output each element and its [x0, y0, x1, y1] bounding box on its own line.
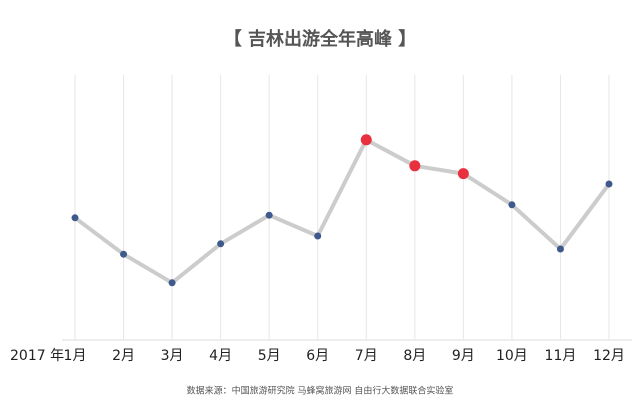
x-tick-label: 1月 [64, 348, 87, 364]
line [73, 137, 611, 285]
x-tick-label: 9月 [452, 348, 475, 364]
x-tick-label: 10月 [496, 348, 528, 364]
chart-title: 【 吉林出游全年高峰 】 [224, 28, 417, 50]
x-tick-label: 5月 [258, 348, 281, 364]
x-tick-label: 8月 [403, 348, 426, 364]
data-point [168, 279, 176, 287]
data-point [457, 168, 469, 180]
data-point [508, 201, 516, 209]
data-point [71, 214, 79, 222]
source-note: 数据来源：中国旅游研究院 马蜂窝旅游网 自由行大数据联合实验室 [187, 385, 454, 397]
data-point [265, 211, 273, 219]
data-point [605, 180, 613, 188]
data-point [556, 245, 564, 253]
x-tick-label: 4月 [209, 348, 232, 364]
x-tick-label: 3月 [161, 348, 184, 364]
x-tick-label: 7月 [355, 348, 378, 364]
data-point [120, 250, 128, 258]
data-point [314, 232, 322, 240]
data-point [360, 134, 372, 146]
data-point [217, 240, 225, 248]
data-point [409, 160, 421, 172]
x-tick-label: 2月 [112, 348, 135, 364]
x-tick-label: 6月 [306, 348, 329, 364]
x-tick-label: 12月 [593, 348, 625, 364]
x-tick-label: 11月 [545, 348, 577, 364]
year-label: 2017 年 [10, 348, 64, 364]
